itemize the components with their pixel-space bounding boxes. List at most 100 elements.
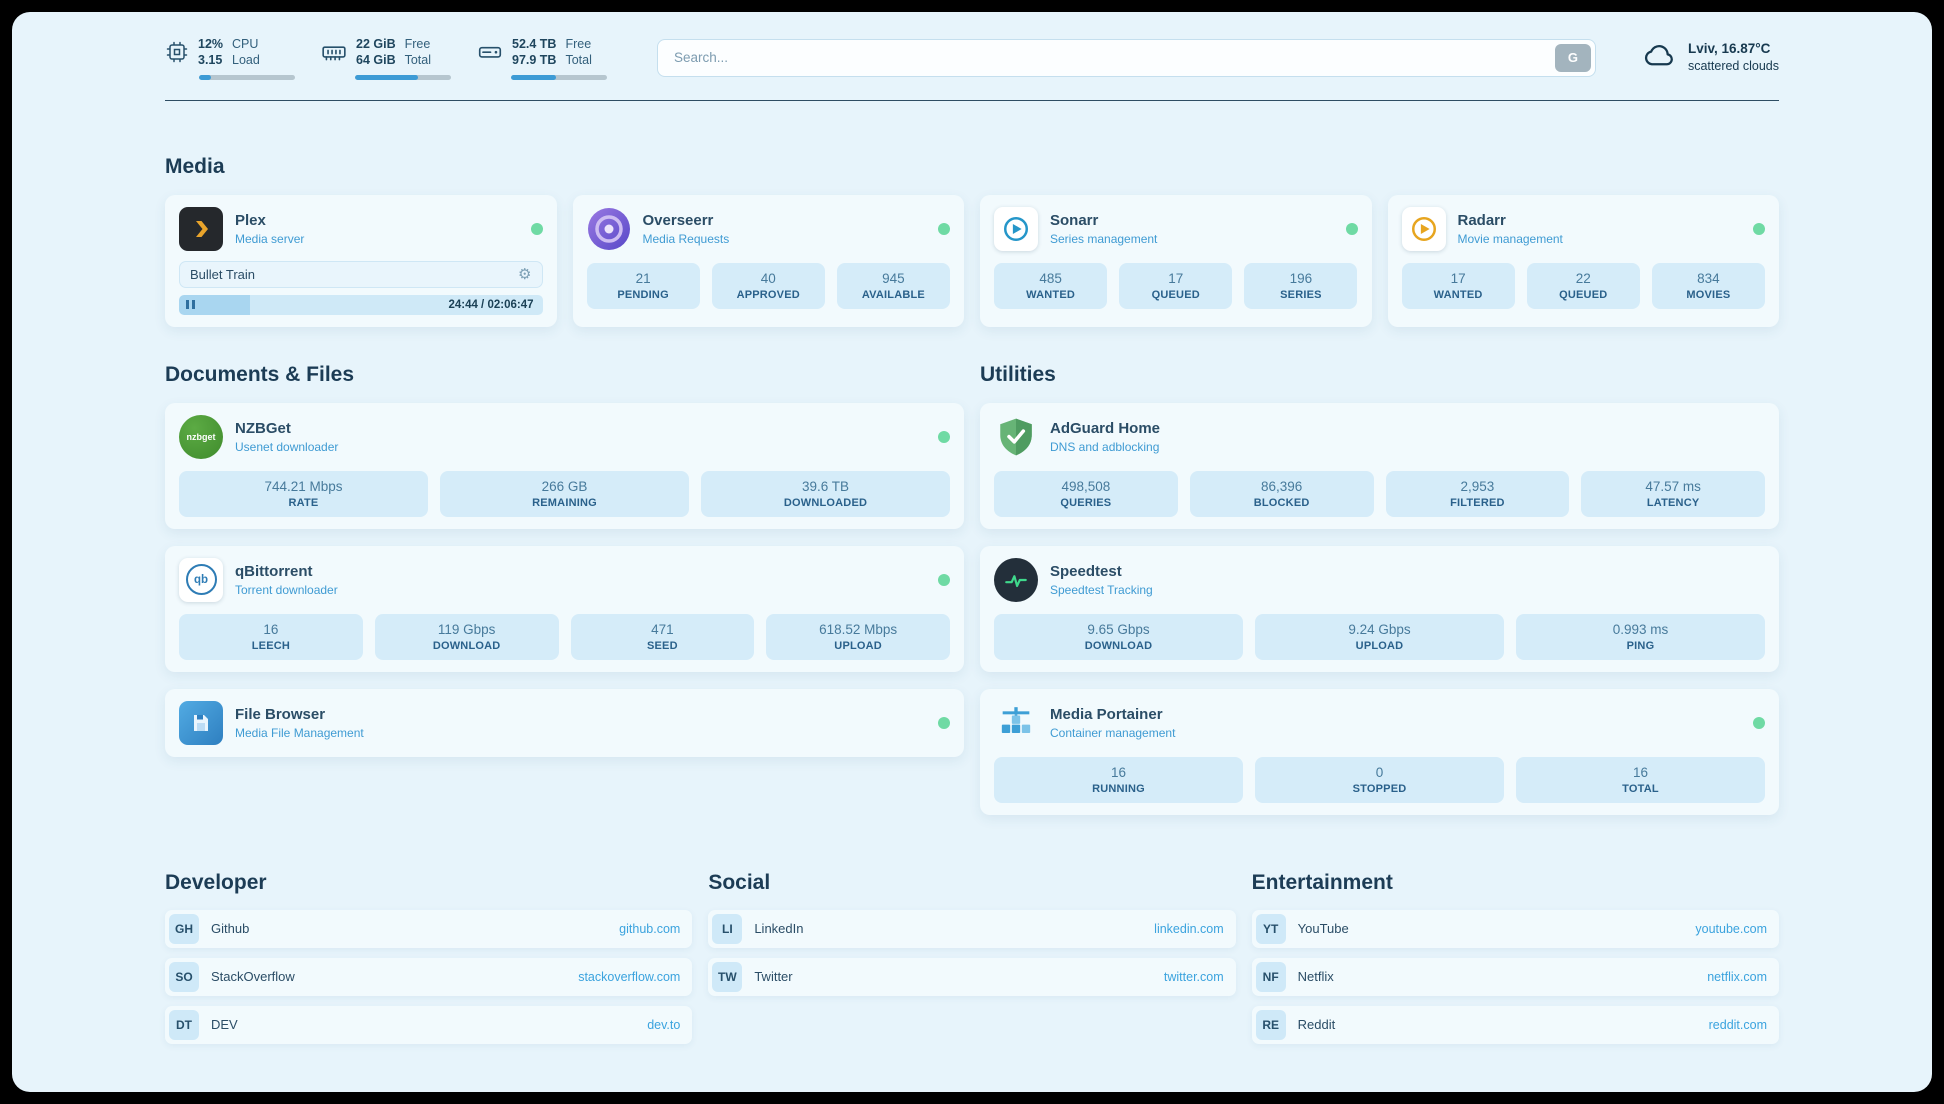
stat-label: APPROVED	[736, 288, 800, 301]
app-subtitle: Speedtest Tracking	[1050, 582, 1153, 597]
section-heading-media: Media	[165, 154, 225, 178]
stat-value: 485	[1039, 270, 1062, 286]
stat-box: 16 RUNNING	[994, 756, 1243, 803]
app-card-adguard[interactable]: AdGuard Home DNS and adblocking 498,508 Q…	[980, 402, 1779, 529]
app-card-filebrowser[interactable]: File Browser Media File Management	[165, 688, 964, 757]
dev-icon: DT	[169, 1009, 199, 1040]
bookmark-url[interactable]: github.com	[619, 921, 681, 936]
nzbget-icon: nzbget	[179, 414, 223, 459]
section-heading-entertainment: Entertainment	[1251, 870, 1393, 894]
stat-value: 196	[1289, 270, 1313, 286]
playback-progress-bar: 24:44 / 02:06:47	[179, 294, 543, 315]
stat-box: 471 SEED	[570, 613, 755, 660]
section-social: Social LI LinkedIn linkedin.com TW Twitt…	[708, 871, 1236, 1044]
bookmark-row-twitter[interactable]: TW Twitter twitter.com	[708, 957, 1236, 996]
disk-monitor: 52.4 TB 97.9 TB Free Total	[477, 36, 607, 80]
pause-icon	[186, 296, 198, 314]
app-card-nzbget[interactable]: nzbget NZBGet Usenet downloader 744.21 M…	[165, 402, 964, 529]
gear-icon[interactable]: ⚙	[518, 265, 532, 283]
stat-value: 0	[1375, 764, 1384, 780]
stat-label: WANTED	[1433, 288, 1483, 301]
stat-box: 9.24 Gbps UPLOAD	[1255, 613, 1504, 660]
weather-location: Lviv, 16.87°C	[1687, 41, 1771, 57]
disk-progress-bar	[511, 74, 607, 80]
app-card-portainer[interactable]: Media Portainer Container management 16 R…	[980, 688, 1779, 815]
bookmark-name: Github	[211, 921, 250, 936]
app-card-plex[interactable]: Plex Media server Bullet Train ⚙	[165, 194, 557, 327]
stat-value: 40	[760, 270, 776, 286]
stat-value: 618.52 Mbps	[819, 621, 898, 637]
app-card-qbittorrent[interactable]: qb qBittorrent Torrent downloader 16 LEEC…	[165, 545, 964, 672]
bookmark-url[interactable]: reddit.com	[1708, 1017, 1767, 1032]
app-title: Speedtest	[1050, 562, 1122, 580]
stat-label: QUEUED	[1151, 288, 1200, 301]
stat-box: 17 WANTED	[1401, 262, 1515, 309]
section-utilities: Utilities AdGuard Home DNS and adblockin…	[980, 363, 1779, 815]
app-card-sonarr[interactable]: Sonarr Series management 485 WANTED 17 QUE…	[980, 194, 1372, 327]
app-title: Plex	[235, 211, 266, 229]
stat-box: 16 LEECH	[179, 613, 363, 660]
bookmark-row-netflix[interactable]: NF Netflix netflix.com	[1251, 957, 1779, 996]
weather-widget: Lviv, 16.87°C scattered clouds	[1642, 38, 1779, 77]
bookmark-row-linkedin[interactable]: LI LinkedIn linkedin.com	[708, 909, 1236, 948]
stat-value: 22	[1575, 270, 1591, 286]
overseerr-icon	[587, 207, 631, 251]
youtube-icon: YT	[1255, 913, 1286, 944]
app-card-radarr[interactable]: Radarr Movie management 17 WANTED 22 QUEUE…	[1387, 194, 1779, 327]
stat-value: 16	[1110, 764, 1127, 780]
bookmark-row-reddit[interactable]: RE Reddit reddit.com	[1251, 1005, 1779, 1044]
bookmark-name: Reddit	[1297, 1017, 1336, 1032]
stat-value: 945	[882, 270, 905, 286]
stat-value: 119 Gbps	[437, 621, 496, 637]
app-card-overseerr[interactable]: Overseerr Media Requests 21 PENDING 40 APP…	[572, 194, 964, 327]
search-input[interactable]	[657, 38, 1596, 77]
status-dot	[1753, 222, 1765, 235]
memory-label-1: Free	[404, 37, 431, 51]
app-title: qBittorrent	[235, 562, 313, 580]
status-dot	[938, 222, 950, 235]
bookmark-url[interactable]: dev.to	[647, 1017, 681, 1032]
system-monitors: 12% 3.15 CPU Load	[165, 36, 607, 80]
app-card-speedtest[interactable]: Speedtest Speedtest Tracking 9.65 Gbps DO…	[980, 545, 1779, 672]
stat-value: 9.24 Gbps	[1348, 621, 1411, 637]
disk-label-1: Free	[565, 37, 592, 51]
app-subtitle: Series management	[1050, 231, 1158, 246]
memory-label-2: Total	[404, 53, 432, 68]
filebrowser-icon	[179, 700, 223, 745]
bookmark-row-github[interactable]: GH Github github.com	[165, 909, 693, 948]
bookmark-url[interactable]: linkedin.com	[1154, 921, 1224, 936]
stat-label: QUEUED	[1559, 288, 1608, 301]
stat-box: 16 TOTAL	[1516, 756, 1765, 803]
search-provider-button[interactable]: G	[1554, 43, 1591, 72]
app-title: NZBGet	[235, 419, 291, 437]
stat-label: WANTED	[1026, 288, 1076, 301]
stat-label: REMAINING	[532, 496, 597, 509]
radarr-icon	[1401, 206, 1446, 251]
bookmark-url[interactable]: twitter.com	[1163, 969, 1224, 984]
bookmark-row-stackoverflow[interactable]: SO StackOverflow stackoverflow.com	[165, 957, 693, 996]
memory-icon	[321, 39, 347, 65]
dashboard-page: 12% 3.15 CPU Load	[12, 12, 1932, 1092]
bookmark-url[interactable]: stackoverflow.com	[578, 969, 681, 984]
app-title: Radarr	[1457, 211, 1506, 229]
app-subtitle: Torrent downloader	[235, 582, 338, 597]
bookmark-url[interactable]: youtube.com	[1695, 921, 1767, 936]
github-icon: GH	[169, 913, 199, 944]
stat-value: 86,396	[1260, 478, 1303, 494]
stat-box: 266 GB REMAINING	[440, 470, 689, 517]
bookmark-url[interactable]: netflix.com	[1707, 969, 1767, 984]
stat-box: 119 Gbps DOWNLOAD	[374, 613, 559, 660]
app-subtitle: Container management	[1050, 725, 1176, 740]
bookmark-row-youtube[interactable]: YT YouTube youtube.com	[1251, 909, 1779, 948]
stat-value: 471	[651, 621, 674, 637]
stat-label: SERIES	[1280, 288, 1322, 301]
stat-value: 17	[1450, 270, 1466, 286]
stat-value: 9.65 Gbps	[1087, 621, 1150, 637]
bookmark-row-dev[interactable]: DT DEV dev.to	[165, 1005, 693, 1044]
stat-box: 618.52 Mbps UPLOAD	[766, 613, 950, 660]
bookmark-name: StackOverflow	[211, 969, 295, 984]
plex-now-playing: Bullet Train ⚙ 24:44 / 02:06:47	[179, 260, 543, 315]
status-dot	[1753, 716, 1765, 729]
stat-label: SEED	[646, 639, 678, 652]
status-dot	[938, 430, 950, 443]
